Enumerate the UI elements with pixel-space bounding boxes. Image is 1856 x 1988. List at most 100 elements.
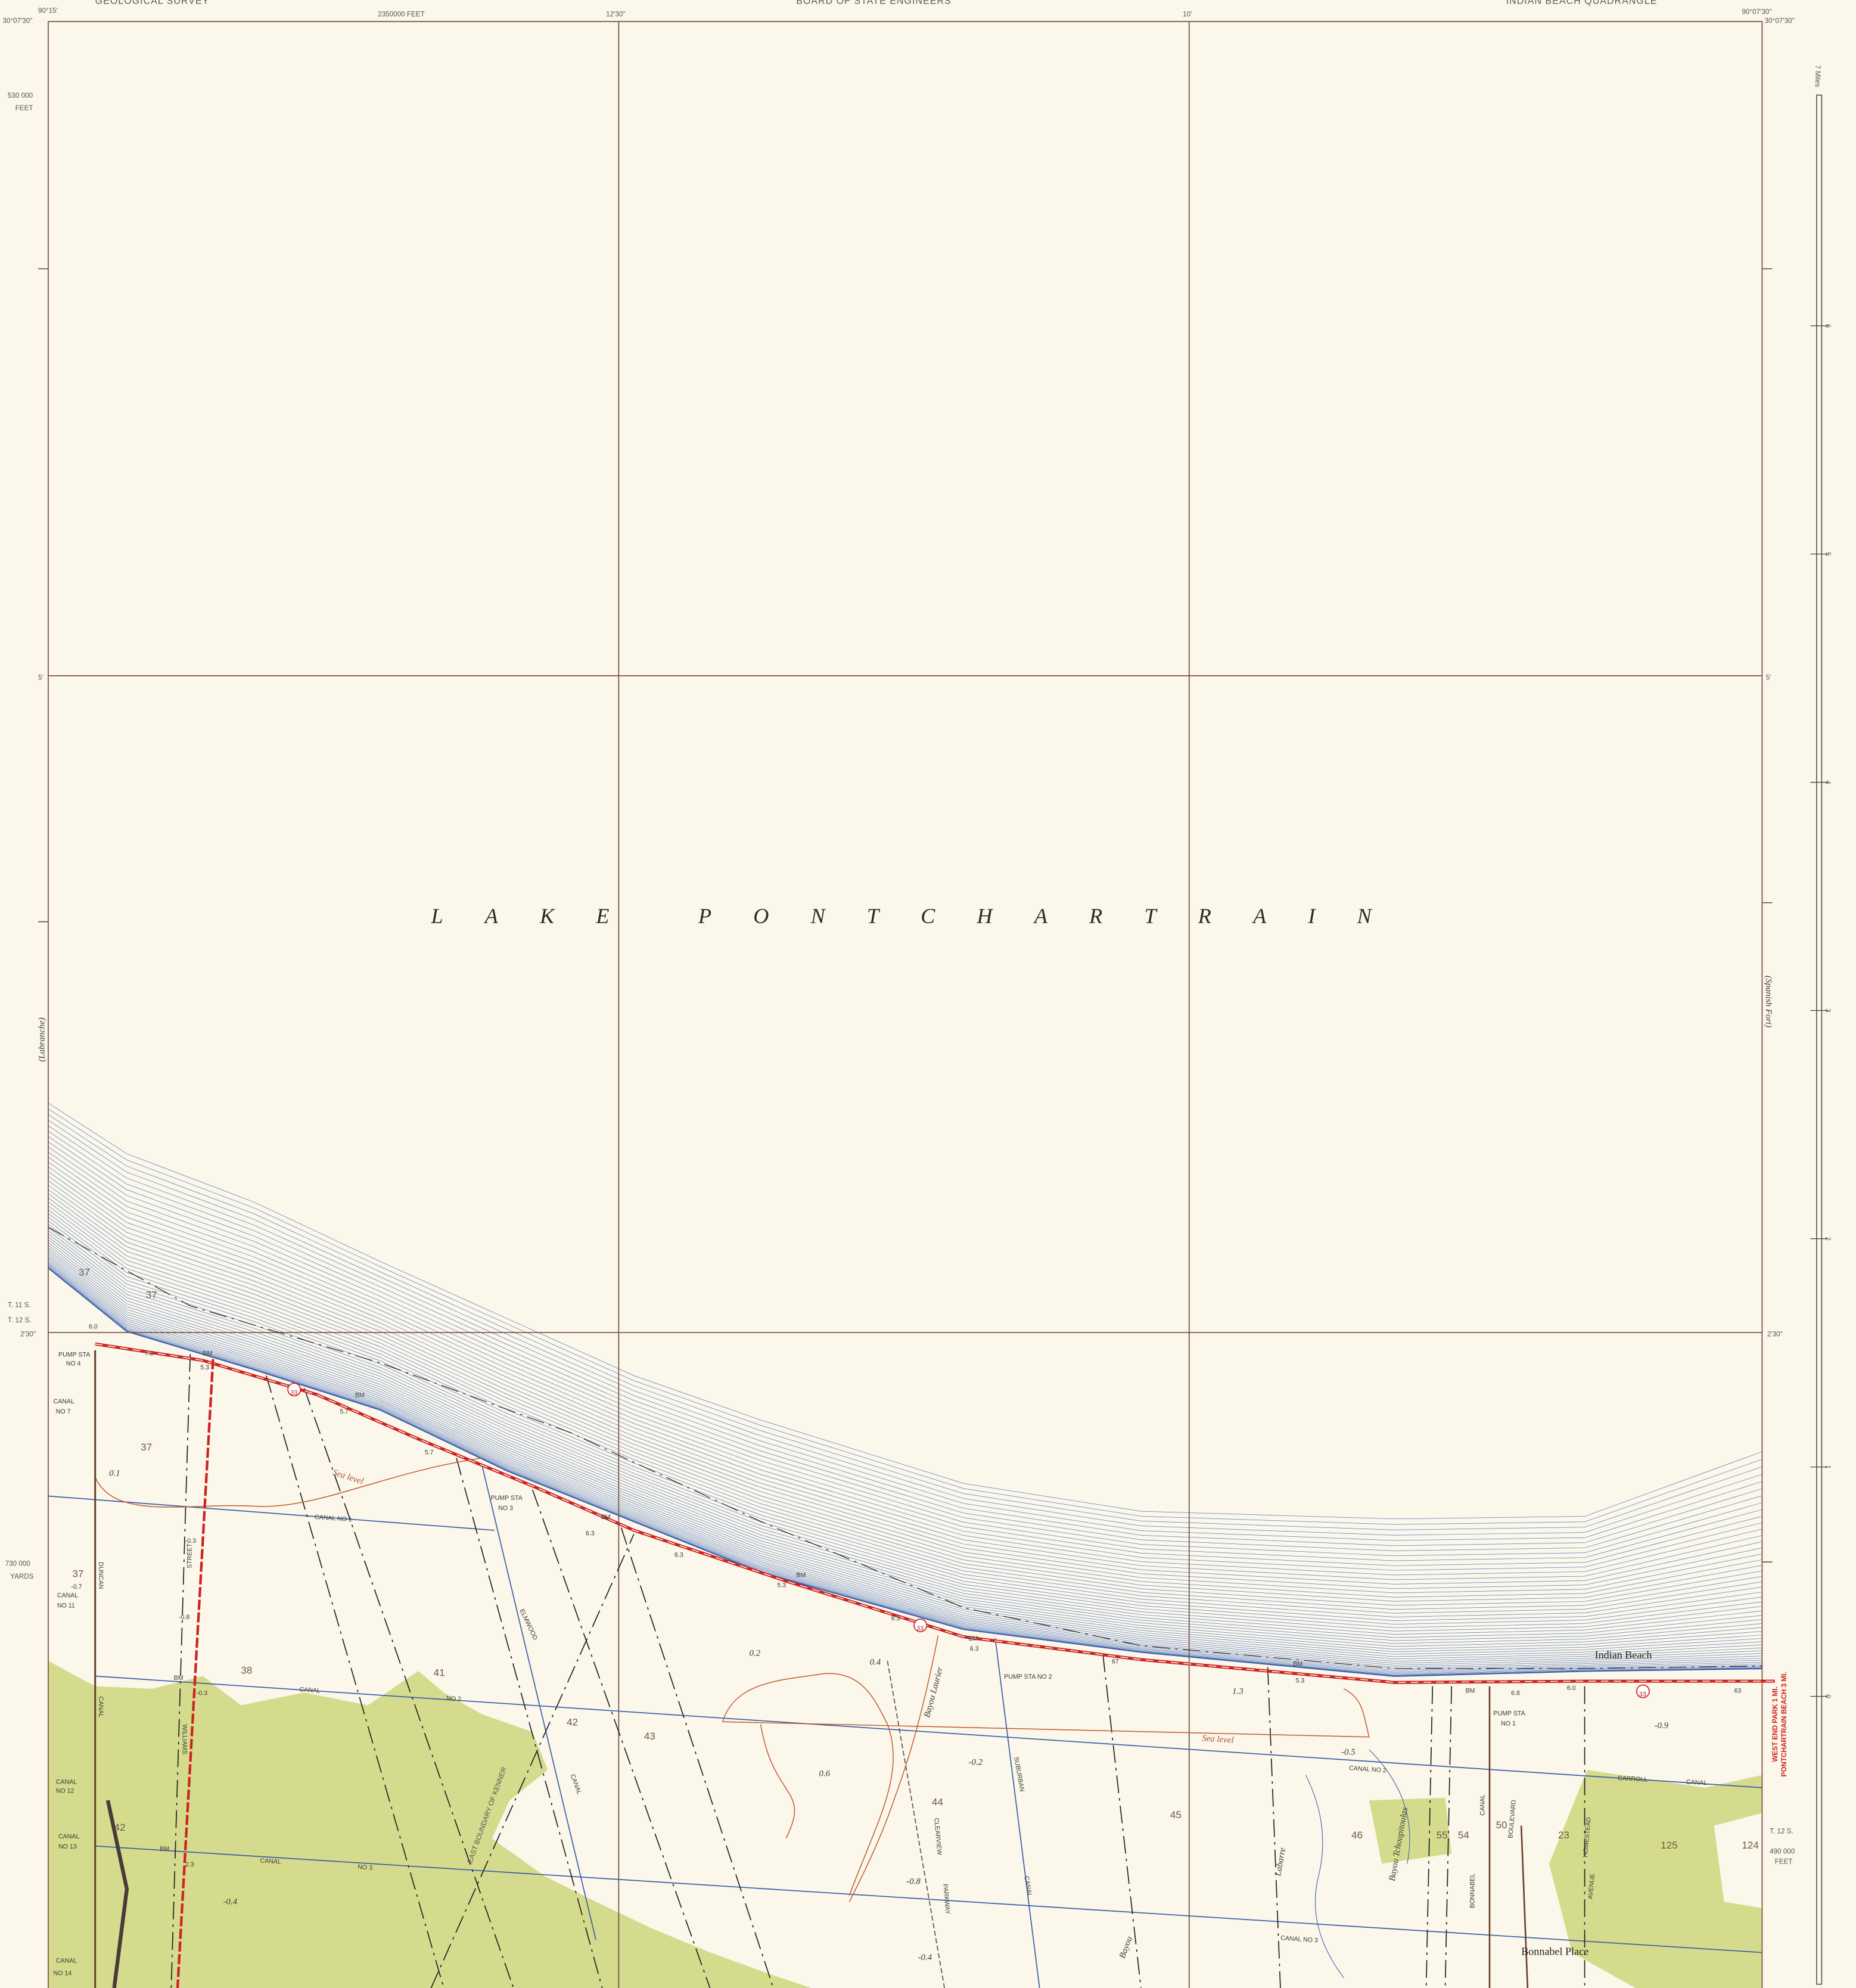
feature-label: -0.8 — [179, 1614, 189, 1621]
feature-label: 41 — [434, 1667, 445, 1679]
feature-label: 42 — [114, 1822, 126, 1833]
feature-label: BONNABEL — [1469, 1874, 1476, 1908]
depth-contour — [48, 1197, 1762, 1610]
feature-label: 6.8 — [1511, 1690, 1520, 1697]
feature-label: CANAL — [56, 1778, 77, 1785]
feature-label: 6.0 — [89, 1324, 98, 1331]
boundary — [1267, 1667, 1281, 1988]
feature-label: BM — [969, 1635, 978, 1642]
graticule — [38, 21, 1773, 1988]
feature-label: -0.4 — [918, 1953, 932, 1962]
depth-contour — [48, 1213, 1762, 1624]
feature-label: NO 4 — [66, 1360, 81, 1367]
boundary — [456, 1458, 603, 1988]
depth-contour — [48, 1120, 1762, 1536]
williams-street — [176, 1359, 214, 1988]
depth-contour — [48, 1258, 1762, 1667]
feature-label: CANAL — [97, 1697, 104, 1718]
northing: 530 000 — [8, 92, 33, 100]
agency: GEOLOGICAL SURVEY — [95, 0, 210, 6]
boundary — [1102, 1654, 1142, 1988]
scale-mark: 5 — [1824, 552, 1832, 556]
feature-label: 6.0 — [1567, 1685, 1576, 1692]
grid-yards: 730 000 — [5, 1560, 31, 1568]
easting: 2350000 FEET — [378, 11, 425, 18]
latitude: 30°07'30" — [2, 17, 32, 24]
feature-label: NO 2 — [446, 1695, 462, 1703]
neatline — [48, 21, 1763, 1988]
depth-contour — [48, 1125, 1762, 1541]
feature-label: 6.3 — [586, 1530, 595, 1537]
canal — [95, 1675, 1762, 1788]
feature-label: 5.3 — [200, 1364, 209, 1371]
feature-label: 37 — [72, 1568, 83, 1580]
depth-contour — [48, 1130, 1762, 1546]
feature-label: 50 — [1496, 1819, 1507, 1831]
canals — [48, 1464, 1762, 1988]
depth-contour — [48, 1193, 1762, 1606]
latitude: 30°07'30" — [1765, 17, 1795, 24]
mile-scale: 6 5 4 3 2 1 0 — [1810, 94, 1832, 1985]
depth-contour — [48, 1234, 1762, 1644]
depth-contour — [48, 1239, 1762, 1650]
feature-label: 5.3 — [777, 1582, 786, 1589]
grid-yards-unit: YARDS — [10, 1573, 34, 1580]
feature-label: PUMP STA — [490, 1495, 523, 1502]
township: T. 12 S. — [1770, 1827, 1793, 1835]
feature-label: NO 13 — [58, 1843, 77, 1850]
boundary — [531, 1489, 711, 1988]
parkway — [887, 1660, 945, 1988]
depth-contour — [48, 1185, 1762, 1598]
feature-label: 67 — [1112, 1658, 1119, 1665]
feature-label: PUMP STA — [58, 1351, 91, 1358]
feature-label: 33 — [916, 1625, 924, 1632]
longitude: 10' — [1183, 11, 1192, 18]
feature-label: 5.3 — [1295, 1677, 1304, 1684]
feature-label: CANAL — [260, 1857, 281, 1865]
woodland — [1369, 1797, 1452, 1864]
depth-contour — [48, 1201, 1762, 1614]
quadrangle-name: INDIAN BEACH QUADRANGLE — [1506, 0, 1658, 6]
depth-contour — [48, 1189, 1762, 1602]
depth-contour — [48, 1260, 1762, 1669]
depth-contour — [48, 1141, 1762, 1557]
woodland — [1549, 1770, 1762, 1988]
depth-contour — [48, 1261, 1762, 1670]
feature-label: 7.6 — [145, 1350, 154, 1357]
northing-unit: FEET — [15, 104, 33, 112]
contour — [95, 1457, 482, 1508]
feature-label: Indian Beach — [1595, 1649, 1652, 1661]
depth-contour — [48, 1151, 1762, 1566]
depth-contour — [48, 1264, 1762, 1673]
depth-contour — [48, 1266, 1762, 1676]
boundary — [170, 1354, 191, 1988]
feature-label: NO 3 — [357, 1863, 373, 1872]
feature-label: BOULEVARD — [1507, 1799, 1518, 1838]
feature-label: -0.2 — [969, 1758, 983, 1768]
feature-label: CANAL — [58, 1833, 80, 1840]
direction-note: WEST END PARK 1 MI. — [1771, 1686, 1779, 1762]
boundary — [430, 1533, 635, 1988]
depth-contour — [48, 1254, 1762, 1664]
depth-contour — [48, 1157, 1762, 1571]
depth-contour — [48, 1267, 1762, 1677]
feature-label: 43 — [644, 1731, 655, 1742]
township: T. 11 S. — [8, 1301, 31, 1309]
depth-contour — [48, 1220, 1762, 1632]
depth-contour — [48, 1252, 1762, 1662]
adjoining-sheet: (Spanish Fort) — [1764, 976, 1773, 1027]
depth-contour — [48, 1136, 1762, 1551]
feature-label: 54 — [1458, 1829, 1469, 1841]
feature-label: 0.6 — [819, 1769, 831, 1779]
feature-label: 6.3 — [970, 1645, 979, 1652]
feature-label: 2.3 — [185, 1861, 194, 1868]
depth-contour — [48, 1223, 1762, 1635]
depth-contour — [48, 1250, 1762, 1660]
feature-label: 5.7 — [425, 1449, 434, 1456]
canal — [481, 1464, 596, 1940]
depth-contours — [48, 1102, 1762, 1677]
feature-label: 5.7 — [340, 1408, 349, 1415]
feature-label: -0.3 — [185, 1537, 196, 1545]
feature-label: 23 — [1558, 1829, 1569, 1841]
